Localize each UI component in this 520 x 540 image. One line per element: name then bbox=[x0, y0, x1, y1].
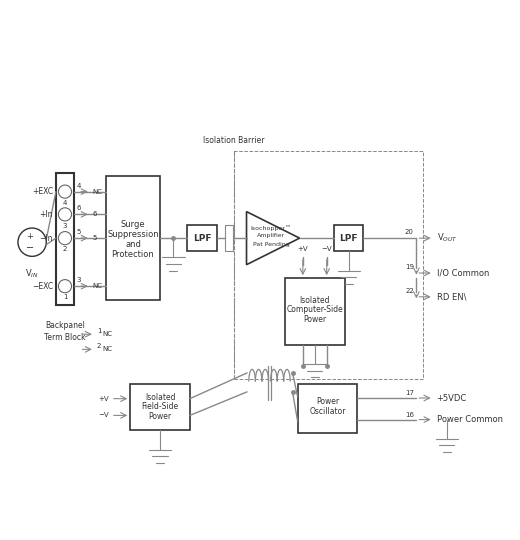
Text: Amplifier: Amplifier bbox=[257, 233, 285, 238]
Text: Power: Power bbox=[316, 397, 339, 406]
Text: NC: NC bbox=[102, 346, 112, 353]
Text: 3: 3 bbox=[76, 277, 81, 283]
Text: Isolated: Isolated bbox=[145, 394, 175, 402]
Text: V$_{OUT}$: V$_{OUT}$ bbox=[437, 232, 457, 245]
Text: 5: 5 bbox=[92, 235, 97, 241]
Text: 2: 2 bbox=[63, 246, 67, 252]
Text: 16: 16 bbox=[406, 411, 414, 417]
Text: Power Common: Power Common bbox=[437, 415, 503, 424]
Text: 4: 4 bbox=[63, 200, 67, 206]
Text: −: − bbox=[26, 243, 34, 253]
Text: 2: 2 bbox=[97, 343, 101, 349]
Text: 22: 22 bbox=[405, 288, 414, 294]
Text: Power: Power bbox=[303, 315, 327, 324]
Text: Protection: Protection bbox=[112, 250, 154, 259]
Text: −EXC: −EXC bbox=[32, 282, 53, 291]
Text: LPF: LPF bbox=[193, 234, 211, 242]
Text: 1: 1 bbox=[97, 328, 101, 334]
Text: Surge: Surge bbox=[121, 220, 145, 229]
FancyBboxPatch shape bbox=[285, 278, 345, 345]
Text: +5VDC: +5VDC bbox=[437, 394, 467, 402]
Text: and: and bbox=[125, 240, 141, 249]
FancyBboxPatch shape bbox=[56, 173, 74, 306]
Text: Isolation Barrier: Isolation Barrier bbox=[203, 136, 265, 145]
Text: 20: 20 bbox=[405, 229, 414, 235]
Text: Power: Power bbox=[149, 411, 172, 421]
Text: −In: −In bbox=[40, 234, 53, 242]
Text: −V: −V bbox=[98, 413, 109, 418]
Text: 6: 6 bbox=[92, 211, 97, 218]
Text: 17: 17 bbox=[406, 390, 414, 396]
Text: LPF: LPF bbox=[340, 234, 358, 242]
Text: NC: NC bbox=[92, 283, 102, 289]
Text: 3: 3 bbox=[63, 222, 67, 228]
Text: −V: −V bbox=[321, 246, 332, 252]
Text: +EXC: +EXC bbox=[32, 187, 53, 196]
Text: 19: 19 bbox=[405, 264, 414, 270]
Text: RD EN\: RD EN\ bbox=[437, 292, 466, 301]
Text: V$_{IN}$: V$_{IN}$ bbox=[25, 267, 39, 280]
Text: Pat Pending: Pat Pending bbox=[253, 242, 290, 247]
FancyBboxPatch shape bbox=[297, 384, 357, 433]
Text: 1: 1 bbox=[63, 294, 67, 300]
Text: Backpanel: Backpanel bbox=[45, 321, 85, 329]
Text: Computer-Side: Computer-Side bbox=[287, 305, 343, 314]
Text: +V: +V bbox=[98, 396, 109, 402]
FancyBboxPatch shape bbox=[187, 225, 217, 251]
Text: Term Block: Term Block bbox=[44, 333, 86, 342]
FancyBboxPatch shape bbox=[225, 225, 233, 251]
Text: 4: 4 bbox=[76, 183, 81, 188]
Text: Oscillator: Oscillator bbox=[309, 407, 346, 416]
Text: +In: +In bbox=[40, 210, 53, 219]
Text: Isolated: Isolated bbox=[300, 296, 330, 305]
Text: Isochopper™: Isochopper™ bbox=[251, 225, 292, 231]
Text: 6: 6 bbox=[76, 205, 81, 211]
FancyBboxPatch shape bbox=[334, 225, 363, 251]
Text: 5: 5 bbox=[76, 229, 81, 235]
Text: NC: NC bbox=[92, 188, 102, 194]
Text: Suppression: Suppression bbox=[107, 230, 159, 239]
Text: +V: +V bbox=[297, 246, 308, 252]
Text: +: + bbox=[27, 232, 33, 241]
FancyBboxPatch shape bbox=[130, 384, 190, 430]
Text: NC: NC bbox=[102, 331, 112, 337]
Text: I/O Common: I/O Common bbox=[437, 268, 489, 278]
FancyBboxPatch shape bbox=[107, 177, 160, 300]
Text: Field-Side: Field-Side bbox=[141, 402, 178, 411]
